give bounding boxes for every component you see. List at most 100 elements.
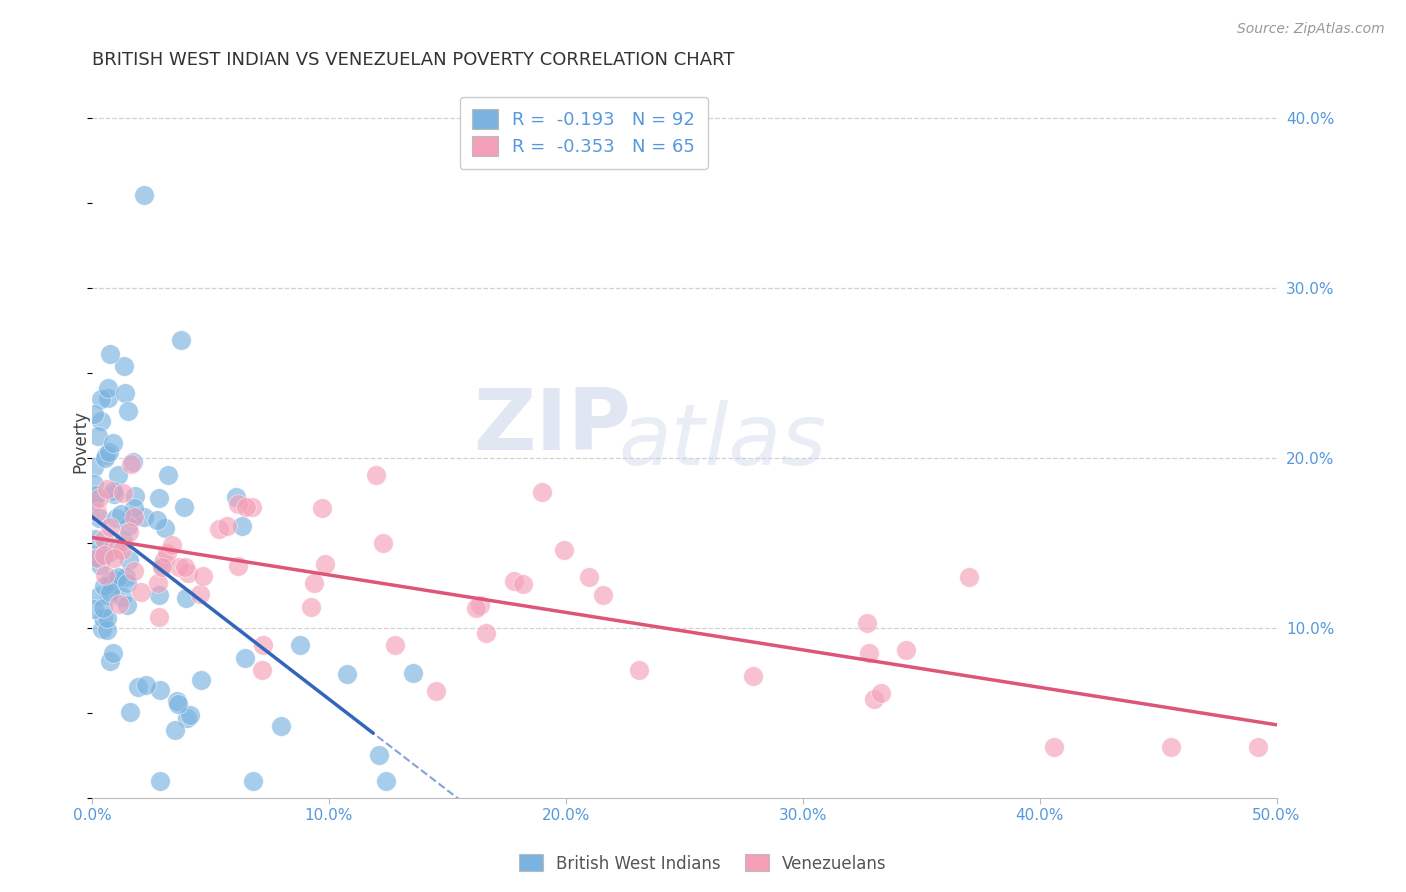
Point	[110, 543, 132, 558]
Point	[112, 534, 135, 549]
Point	[93, 548, 115, 562]
Point	[83, 493, 105, 508]
Point	[107, 569, 129, 583]
Point	[270, 719, 292, 733]
Point	[124, 509, 146, 524]
Point	[98, 347, 121, 361]
Point	[553, 542, 575, 557]
Point	[862, 691, 884, 706]
Point	[190, 673, 212, 687]
Point	[226, 497, 249, 511]
Point	[157, 468, 180, 483]
Point	[120, 705, 142, 719]
Point	[156, 546, 179, 560]
Point	[89, 558, 111, 572]
Point	[896, 642, 918, 657]
Point	[100, 576, 122, 591]
Point	[91, 611, 114, 625]
Point	[83, 532, 105, 546]
Point	[146, 513, 169, 527]
Point	[111, 590, 134, 604]
Point	[86, 429, 108, 443]
Point	[235, 500, 257, 515]
Point	[96, 482, 118, 496]
Point	[252, 663, 274, 677]
Point	[299, 600, 322, 615]
Point	[240, 500, 263, 514]
Point	[1043, 740, 1066, 755]
Point	[173, 500, 195, 515]
Point	[83, 459, 105, 474]
Point	[176, 711, 198, 725]
Point	[117, 519, 139, 533]
Point	[115, 576, 138, 591]
Point	[167, 560, 190, 574]
Point	[215, 519, 238, 533]
Point	[146, 576, 169, 591]
Point	[1160, 740, 1182, 755]
Point	[384, 638, 406, 652]
Point	[101, 579, 124, 593]
Point	[83, 477, 105, 491]
Point	[86, 505, 108, 519]
Point	[578, 570, 600, 584]
Point	[107, 597, 129, 611]
Point	[97, 381, 120, 395]
Point	[311, 501, 333, 516]
Text: Source: ZipAtlas.com: Source: ZipAtlas.com	[1237, 22, 1385, 37]
Point	[160, 538, 183, 552]
Point	[110, 508, 132, 522]
Point	[94, 450, 117, 465]
Point	[226, 559, 249, 574]
Point	[98, 520, 121, 534]
Point	[83, 548, 105, 562]
Point	[179, 708, 201, 723]
Point	[174, 559, 197, 574]
Point	[97, 546, 120, 560]
Point	[132, 510, 155, 524]
Point	[87, 589, 110, 603]
Point	[177, 566, 200, 581]
Point	[148, 491, 170, 506]
Point	[94, 568, 117, 582]
Point	[103, 551, 125, 566]
Point	[252, 638, 274, 652]
Point	[150, 560, 173, 574]
Point	[166, 697, 188, 711]
Point	[94, 547, 117, 561]
Point	[425, 683, 447, 698]
Point	[290, 638, 312, 652]
Point	[90, 392, 112, 406]
Point	[105, 511, 128, 525]
Point	[242, 774, 264, 789]
Point	[592, 588, 614, 602]
Point	[97, 391, 120, 405]
Point	[150, 558, 173, 572]
Point	[96, 611, 118, 625]
Point	[512, 576, 534, 591]
Point	[129, 585, 152, 599]
Point	[103, 487, 125, 501]
Point	[89, 549, 111, 564]
Point	[101, 483, 124, 498]
Point	[153, 521, 176, 535]
Text: ZIP: ZIP	[474, 385, 631, 468]
Point	[166, 694, 188, 708]
Point	[314, 557, 336, 571]
Point	[366, 468, 388, 483]
Point	[475, 625, 498, 640]
Point	[503, 574, 526, 588]
Point	[373, 535, 395, 549]
Legend: British West Indians, Venezuelans: British West Indians, Venezuelans	[513, 847, 893, 880]
Point	[375, 774, 398, 789]
Point	[134, 187, 156, 202]
Point	[628, 663, 651, 677]
Point	[94, 539, 117, 553]
Point	[402, 666, 425, 681]
Point	[858, 646, 880, 660]
Point	[107, 468, 129, 483]
Point	[91, 601, 114, 615]
Point	[93, 533, 115, 547]
Point	[149, 683, 172, 698]
Point	[855, 615, 877, 630]
